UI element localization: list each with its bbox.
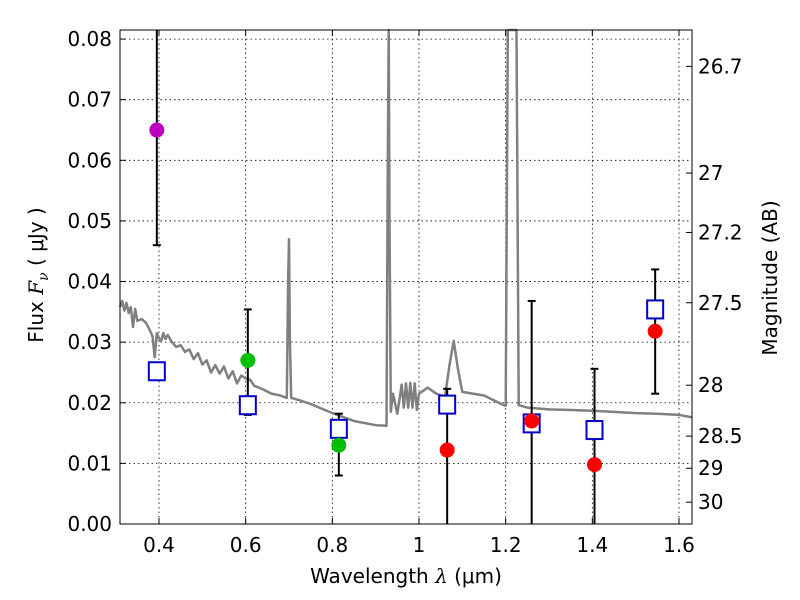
x-tick-label: 0.8	[316, 533, 348, 557]
observed-point	[240, 352, 256, 368]
y2-tick-label: 27	[698, 161, 723, 185]
x-axis-label: Wavelength λ (μm)	[310, 564, 502, 588]
observed-points	[149, 122, 663, 473]
y-tick-label: 0.07	[67, 88, 112, 112]
y2-tick-label: 26.7	[698, 54, 743, 78]
y2-axis-label: Magnitude (AB)	[758, 200, 782, 355]
y-tick-label: 0.03	[67, 330, 112, 354]
y-tick-label: 0.02	[67, 391, 112, 415]
y-tick-label: 0.06	[67, 148, 112, 172]
model-spectrum	[118, 28, 693, 428]
x-tick-label: 1	[413, 533, 426, 557]
y2-tick-label: 30	[698, 490, 723, 514]
observed-point	[524, 413, 540, 429]
axis-ticks: 0.4 0.6 0.8 1 1.2 1.4 1.6 0.00 0.01 0.02 0.03 0.04 0…	[67, 27, 742, 557]
y2-tick-label: 27.5	[698, 291, 743, 315]
x-tick-label: 1.2	[490, 533, 522, 557]
model-point-square	[238, 395, 257, 416]
y2-tick-label: 28	[698, 373, 723, 397]
y-tick-label: 0.08	[67, 27, 112, 51]
error-bars	[152, 30, 660, 524]
x-axis-label-text: Wavelength	[310, 564, 429, 588]
y2-tick-label: 27.2	[698, 220, 743, 244]
observed-point	[439, 442, 455, 458]
model-point-square	[147, 361, 166, 382]
model-spectrum-line	[118, 28, 693, 428]
y-axis-label-text: Flux	[24, 301, 48, 343]
x-tick-label: 0.6	[230, 533, 262, 557]
y-axis-subscript: ν	[36, 272, 52, 281]
plot-frame	[119, 29, 693, 525]
y-tick-label: 0.00	[67, 512, 112, 536]
observed-point	[647, 323, 663, 339]
model-point-square	[646, 299, 665, 320]
y-tick-label: 0.04	[67, 270, 112, 294]
y-axis-label: Flux Fν ( μJy )	[24, 207, 52, 342]
observed-point	[149, 122, 165, 138]
grid-lines	[120, 30, 692, 525]
y-axis-symbol: F	[24, 280, 48, 296]
y-tick-label: 0.05	[67, 209, 112, 233]
model-points	[147, 299, 665, 441]
y2-tick-label: 28.5	[698, 424, 743, 448]
x-tick-label: 1.4	[576, 533, 608, 557]
y2-tick-label: 29	[698, 456, 723, 480]
x-tick-label: 0.4	[143, 533, 175, 557]
y-axis-unit: ( μJy )	[24, 207, 48, 266]
x-tick-label: 1.6	[663, 533, 695, 557]
observed-point	[331, 437, 347, 453]
observed-point	[587, 457, 602, 473]
x-axis-unit: (μm)	[454, 564, 502, 588]
model-point-square	[438, 394, 457, 415]
y-tick-label: 0.01	[67, 451, 112, 475]
x-axis-symbol: λ	[434, 564, 448, 588]
model-point-square	[585, 420, 604, 441]
model-point-square	[329, 418, 348, 439]
